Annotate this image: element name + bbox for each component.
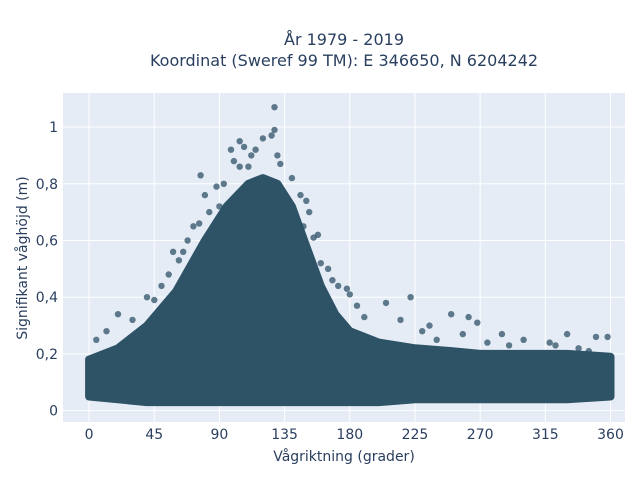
scatter-point [335, 282, 342, 290]
x-tick-label: 315 [532, 427, 559, 443]
scatter-point [397, 316, 404, 324]
scatter-point [448, 311, 455, 318]
scatter-point [353, 302, 361, 309]
scatter-point [206, 208, 213, 216]
scatter-point [382, 299, 390, 307]
y-axis-label: Signifikant våghöjd (m) [14, 176, 31, 339]
scatter-point [227, 146, 235, 153]
scatter-point [236, 138, 243, 145]
scatter-point [433, 336, 440, 343]
y-tick-label: 1 [49, 120, 58, 136]
scatter-point [520, 336, 527, 343]
scatter-point [271, 104, 278, 111]
scatter-point [220, 180, 227, 187]
scatter-point [575, 345, 582, 352]
scatter-point [324, 265, 332, 272]
chart-title-line1: År 1979 - 2019 [284, 30, 404, 49]
scatter-point [165, 271, 172, 278]
scatter-point [361, 313, 368, 321]
scatter-point [180, 248, 187, 255]
scatter-point [175, 257, 183, 264]
scatter-point [546, 339, 553, 346]
y-tick-label: 0,4 [36, 290, 58, 306]
scatter-point [169, 248, 177, 255]
scatter-point [252, 146, 259, 153]
scatter-point [240, 143, 248, 151]
x-tick-label: 270 [467, 427, 494, 443]
scatter-point [317, 260, 324, 267]
scatter-point [474, 319, 481, 326]
x-tick-label: 90 [211, 427, 229, 443]
scatter-point [465, 313, 472, 321]
scatter-point [248, 152, 255, 159]
y-tick-labels: 0 0,2 0,4 0,6 0,8 1 [36, 120, 58, 420]
scatter-point [310, 234, 317, 241]
scatter-point [346, 291, 353, 298]
x-tick-label: 360 [597, 427, 624, 443]
x-tick-label: 135 [271, 427, 298, 443]
x-tick-label: 0 [85, 427, 94, 443]
scatter-point [201, 191, 209, 199]
scatter-point [300, 223, 307, 230]
scatter-point [268, 132, 275, 139]
scatter-point [216, 203, 223, 210]
scatter-point [197, 172, 204, 179]
y-tick-label: 0,6 [36, 233, 58, 249]
x-tick-label: 45 [145, 427, 163, 443]
scatter-point [288, 174, 296, 182]
scatter-point [271, 126, 278, 134]
chart-title-line2: Koordinat (Sweref 99 TM): E 346650, N 62… [150, 51, 538, 70]
scatter-point [190, 223, 197, 230]
scatter-point [505, 342, 513, 349]
scatter-point [143, 294, 151, 301]
scatter-point [552, 342, 559, 349]
scatter-point [459, 330, 466, 338]
scatter-point [484, 339, 491, 346]
scatter-point [158, 282, 165, 290]
scatter-point [498, 330, 506, 338]
scatter-point [245, 163, 252, 170]
x-tick-label: 180 [336, 427, 363, 443]
scatter-point [297, 191, 304, 199]
outlier-points [93, 104, 611, 355]
scatter-point [306, 208, 313, 216]
scatter-point [604, 333, 611, 341]
scatter-point [343, 285, 351, 292]
scatter-point [213, 183, 220, 190]
scatter-point [277, 160, 284, 168]
scatter-point [592, 333, 600, 341]
scatter-point [236, 163, 243, 170]
scatter-point [563, 330, 571, 338]
y-tick-label: 0,8 [36, 177, 58, 193]
scatter-point [585, 347, 592, 355]
x-tick-labels: 0 45 90 135 180 225 270 315 360 [85, 427, 624, 443]
scatter-point [93, 336, 100, 343]
point-cloud-envelope [85, 174, 615, 407]
scatter-point [184, 237, 191, 244]
scatter-point [407, 294, 414, 301]
scatter-point [103, 328, 110, 335]
scatter-point [230, 157, 238, 165]
dense-point-cloud [85, 174, 615, 407]
x-axis-label: Vågriktning (grader) [273, 448, 415, 465]
scatter-point [259, 135, 267, 142]
x-tick-label: 225 [402, 427, 429, 443]
scatter-point [274, 152, 281, 159]
scatter-point [114, 311, 122, 318]
scatter-point [419, 328, 426, 335]
scatter-point [329, 277, 336, 284]
scatter-point [151, 296, 158, 304]
scatter-point [129, 316, 136, 324]
scatter-point [303, 197, 310, 204]
y-tick-label: 0 [49, 404, 58, 420]
scatter-point [426, 322, 433, 329]
y-tick-label: 0,2 [36, 347, 58, 363]
scatter-point [196, 220, 203, 227]
